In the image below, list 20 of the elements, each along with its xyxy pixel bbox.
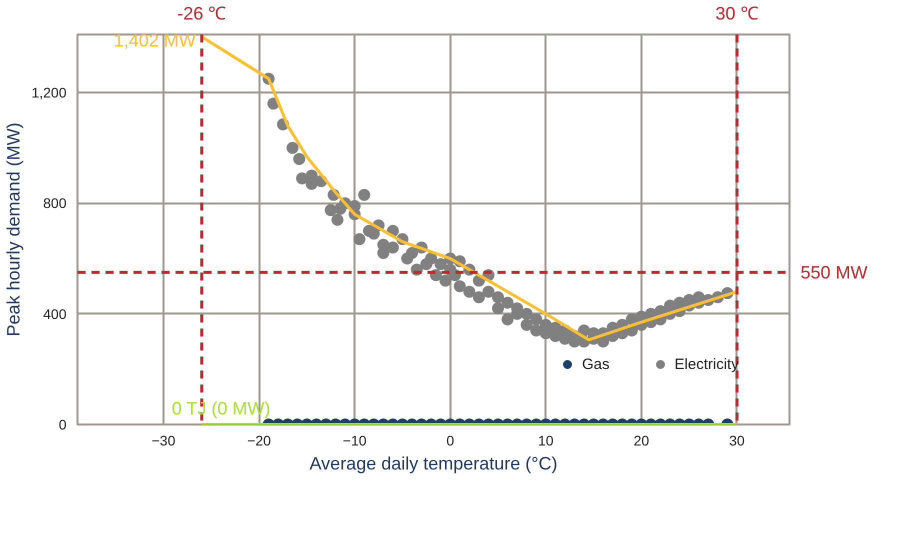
annotation: 0 TJ (0 MW): [172, 398, 270, 418]
x-tick-label: 30: [729, 432, 745, 448]
legend-label: Gas: [582, 356, 610, 372]
y-tick-label: 0: [58, 416, 67, 432]
x-axis-title: Average daily temperature (°C): [310, 454, 558, 474]
x-tick-label: −20: [247, 432, 272, 448]
y-axis-title: Peak hourly demand (MW): [3, 122, 24, 337]
x-tick-label: 0: [446, 432, 454, 448]
x-tick-label: −30: [152, 432, 176, 448]
ref-line-label: 30 ℃: [715, 4, 758, 24]
y-tick-label: 400: [43, 306, 67, 322]
x-tick-label: −10: [342, 432, 367, 448]
y-tick-label: 800: [43, 195, 67, 212]
ref-line-label: -26 ℃: [177, 4, 226, 24]
annotation: 1,402 MW: [114, 30, 196, 51]
x-tick-label: 20: [634, 432, 650, 448]
y-tick-label: 1,200: [31, 84, 67, 101]
ref-line-label: 550 MW: [800, 262, 868, 282]
x-tick-label: 10: [538, 432, 554, 448]
legend-label: Electricity: [674, 356, 739, 372]
